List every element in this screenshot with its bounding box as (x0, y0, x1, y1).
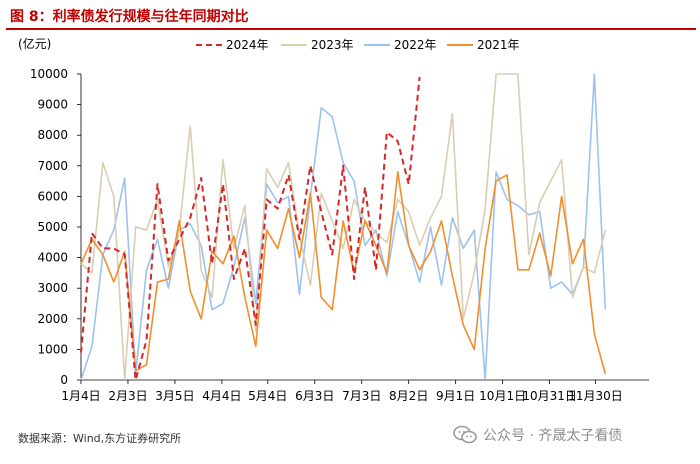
series-line-2022 (80, 73, 607, 380)
y-tick-label: 6000 (37, 189, 68, 203)
x-tick-label: 11月30日 (568, 389, 623, 403)
y-axis-label: (亿元) (18, 36, 51, 51)
x-tick-label: 10月31日 (522, 389, 577, 403)
chart-title: 图 8：利率债发行规模与往年同期对比 (10, 9, 249, 25)
x-tick-label: 3月5日 (155, 389, 194, 403)
watermark: 公众号 · 齐晟太子看债 (453, 421, 622, 449)
y-tick-label: 0 (60, 373, 68, 387)
series-line-2021 (80, 171, 607, 375)
series-line-2023 (80, 73, 607, 380)
y-tick-label: 8000 (37, 128, 68, 142)
x-tick-label: 4月4日 (202, 389, 241, 403)
y-tick-label: 9000 (37, 98, 68, 112)
legend-label: 2022年 (394, 38, 437, 52)
watermark-text: 公众号 · 齐晟太子看债 (483, 428, 623, 444)
y-tick-label: 5000 (37, 220, 68, 234)
legend-label: 2024年 (226, 38, 269, 52)
y-tick-label: 7000 (37, 159, 68, 173)
source-note: 数据来源：Wind,东方证券研究所 (18, 432, 182, 445)
legend-label: 2023年 (311, 38, 354, 52)
x-tick-label: 10月1日 (479, 389, 526, 403)
wechat-icon (453, 425, 477, 444)
y-tick-label: 3000 (37, 281, 68, 295)
title-bar: 图 8：利率债发行规模与往年同期对比 (6, 4, 696, 30)
y-tick-label: 4000 (37, 251, 68, 265)
x-tick-label: 7月3日 (342, 389, 381, 403)
y-tick-label: 1000 (37, 342, 68, 356)
x-tick-label: 5月4日 (248, 389, 287, 403)
x-tick-label: 2月3日 (108, 389, 147, 403)
y-tick-label: 2000 (37, 312, 68, 326)
x-tick-label: 6月3日 (295, 389, 334, 403)
x-tick-label: 1月4日 (61, 389, 100, 403)
x-tick-label: 8月2日 (389, 389, 428, 403)
series-line-2024 (80, 76, 421, 380)
y-tick-label: 10000 (30, 67, 68, 81)
legend-label: 2021年 (477, 38, 520, 52)
x-tick-label: 9月1日 (436, 389, 475, 403)
